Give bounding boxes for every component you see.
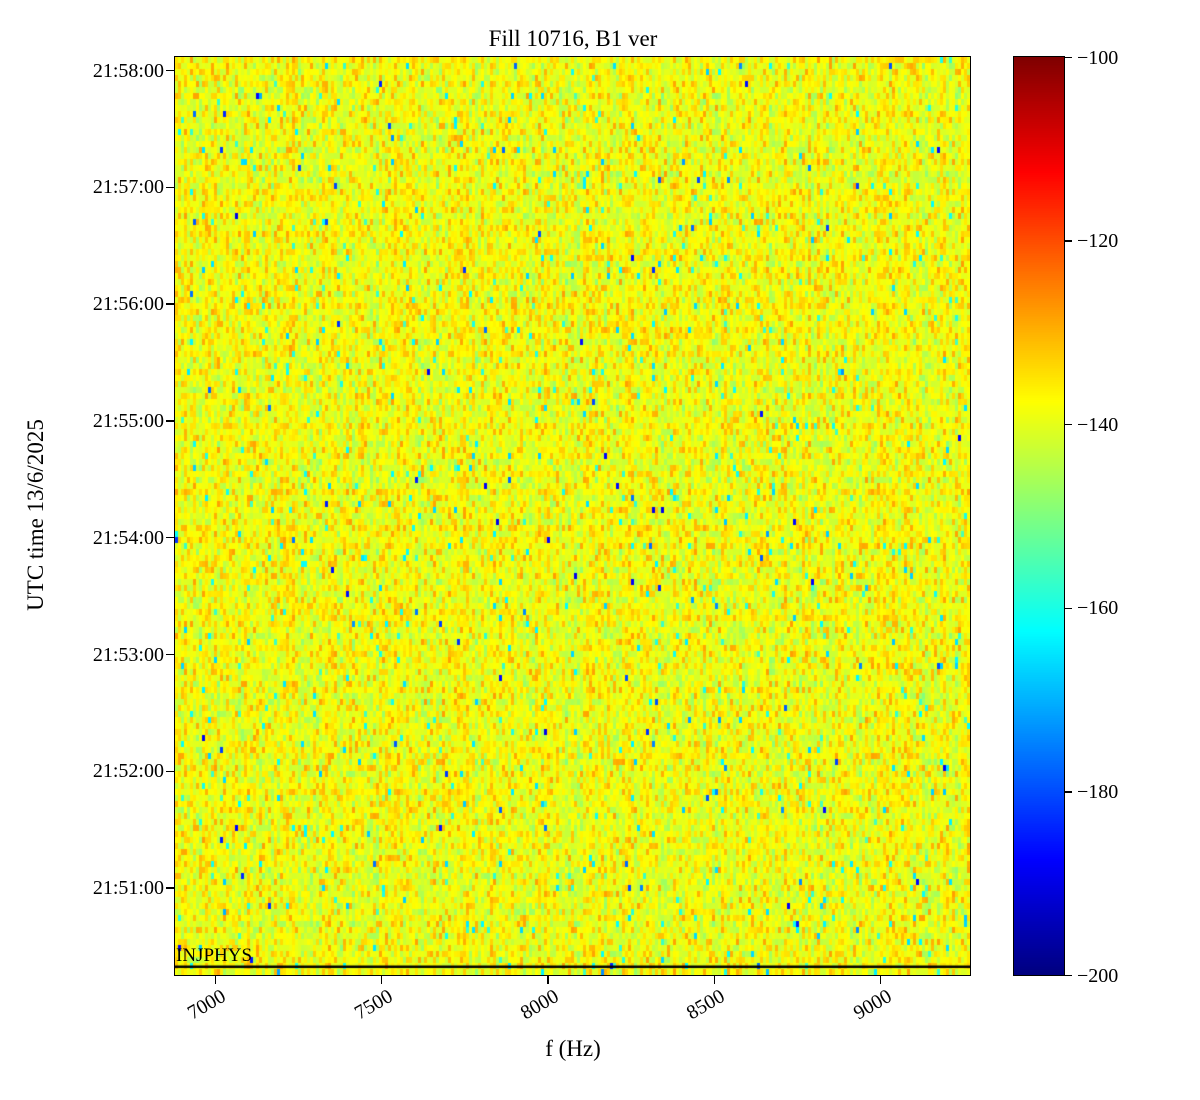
- plot-area: [174, 56, 971, 976]
- colorbar-gradient: [1014, 57, 1064, 975]
- x-tick-mark: [380, 975, 383, 984]
- y-tick-mark: [166, 536, 174, 539]
- y-tick-mark: [166, 887, 174, 889]
- y-tick-label: 21:58:00: [92, 59, 164, 82]
- colorbar-tick-label: −120: [1077, 230, 1119, 253]
- x-tick-mark: [547, 975, 549, 984]
- x-tick-mark: [214, 975, 217, 984]
- colorbar-tick-mark: [1064, 607, 1072, 610]
- y-tick-mark: [166, 303, 174, 305]
- y-tick-label: 21:53:00: [92, 643, 164, 666]
- colorbar-tick-label: −180: [1077, 780, 1119, 803]
- y-tick-label: 21:57:00: [92, 176, 164, 199]
- y-tick-mark: [166, 420, 174, 422]
- y-axis-label: UTC time 13/6/2025: [23, 419, 48, 611]
- colorbar: [1013, 56, 1065, 976]
- y-tick-label: 21:52:00: [92, 760, 164, 783]
- colorbar-tick-mark: [1064, 56, 1072, 59]
- x-axis-label: f (Hz): [545, 1036, 601, 1061]
- beam-mode-annotation: INJPHYS: [176, 945, 253, 966]
- x-tick-mark: [713, 975, 716, 984]
- spectrogram-heatmap: [175, 57, 970, 975]
- colorbar-tick-mark: [1064, 974, 1072, 977]
- y-tick-mark: [166, 69, 174, 72]
- y-tick-mark: [166, 770, 174, 773]
- y-tick-mark: [166, 186, 174, 189]
- colorbar-tick-label: −100: [1077, 46, 1119, 69]
- colorbar-tick-label: −160: [1077, 597, 1119, 620]
- colorbar-tick-label: −140: [1077, 413, 1119, 436]
- y-tick-mark: [166, 653, 174, 656]
- colorbar-tick-mark: [1064, 791, 1072, 793]
- y-tick-label: 21:56:00: [92, 293, 164, 316]
- colorbar-tick-mark: [1064, 240, 1072, 242]
- y-tick-label: 21:51:00: [92, 877, 164, 900]
- plot-title: Fill 10716, B1 ver: [488, 26, 658, 51]
- colorbar-tick-mark: [1064, 423, 1072, 426]
- y-tick-label: 21:54:00: [92, 526, 164, 549]
- x-tick-mark: [879, 975, 882, 984]
- y-tick-label: 21:55:00: [92, 409, 164, 432]
- colorbar-tick-label: −200: [1077, 964, 1119, 987]
